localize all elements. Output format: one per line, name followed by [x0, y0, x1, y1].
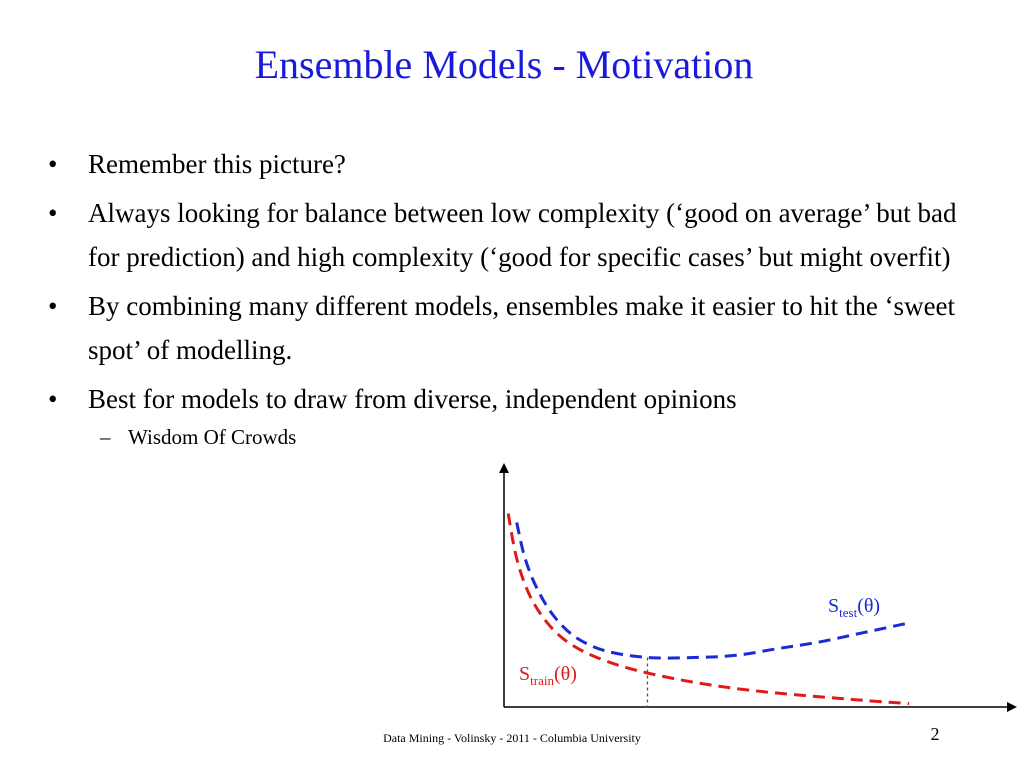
bullet-icon: •: [48, 198, 58, 228]
train-label-arg: (θ): [554, 663, 577, 685]
bullet-item: • Best for models to draw from diverse, …: [48, 377, 978, 421]
test-label-arg: (θ): [857, 595, 880, 617]
bullet-icon: •: [48, 149, 58, 179]
test-label-sub: test: [839, 605, 857, 620]
bullet-icon: •: [48, 384, 58, 414]
test-label-main: S: [828, 595, 839, 617]
train-error-curve: [506, 513, 910, 706]
bullet-icon: •: [48, 291, 58, 321]
slide-footer: Data Mining - Volinsky - 2011 - Columbia…: [383, 731, 641, 745]
test-error-label: Stest(θ): [828, 595, 880, 620]
bullet-list: • Remember this picture? • Always lookin…: [48, 142, 978, 454]
slide-title: Ensemble Models - Motivation: [254, 42, 754, 87]
train-label-main: S: [519, 663, 530, 685]
bullet-text: Always looking for balance between low c…: [88, 198, 957, 272]
sub-bullet-item: – Wisdom Of Crowds: [48, 420, 978, 454]
bullet-item: • Always looking for balance between low…: [48, 191, 978, 279]
test-error-curve: [515, 522, 906, 660]
bullet-text: Best for models to draw from diverse, in…: [88, 384, 737, 414]
page-number: 2: [930, 724, 940, 744]
bullet-text: Remember this picture?: [88, 149, 346, 179]
sub-bullet-text: Wisdom Of Crowds: [128, 425, 297, 449]
error-curve-chart: Stest(θ) Strain(θ): [499, 463, 1017, 712]
bullet-item: • By combining many different models, en…: [48, 284, 978, 372]
bullet-item: • Remember this picture?: [48, 142, 978, 186]
dash-icon: –: [100, 425, 111, 449]
bullet-text: By combining many different models, ense…: [88, 291, 956, 365]
train-label-sub: train: [530, 673, 554, 688]
train-error-label: Strain(θ): [519, 663, 577, 688]
